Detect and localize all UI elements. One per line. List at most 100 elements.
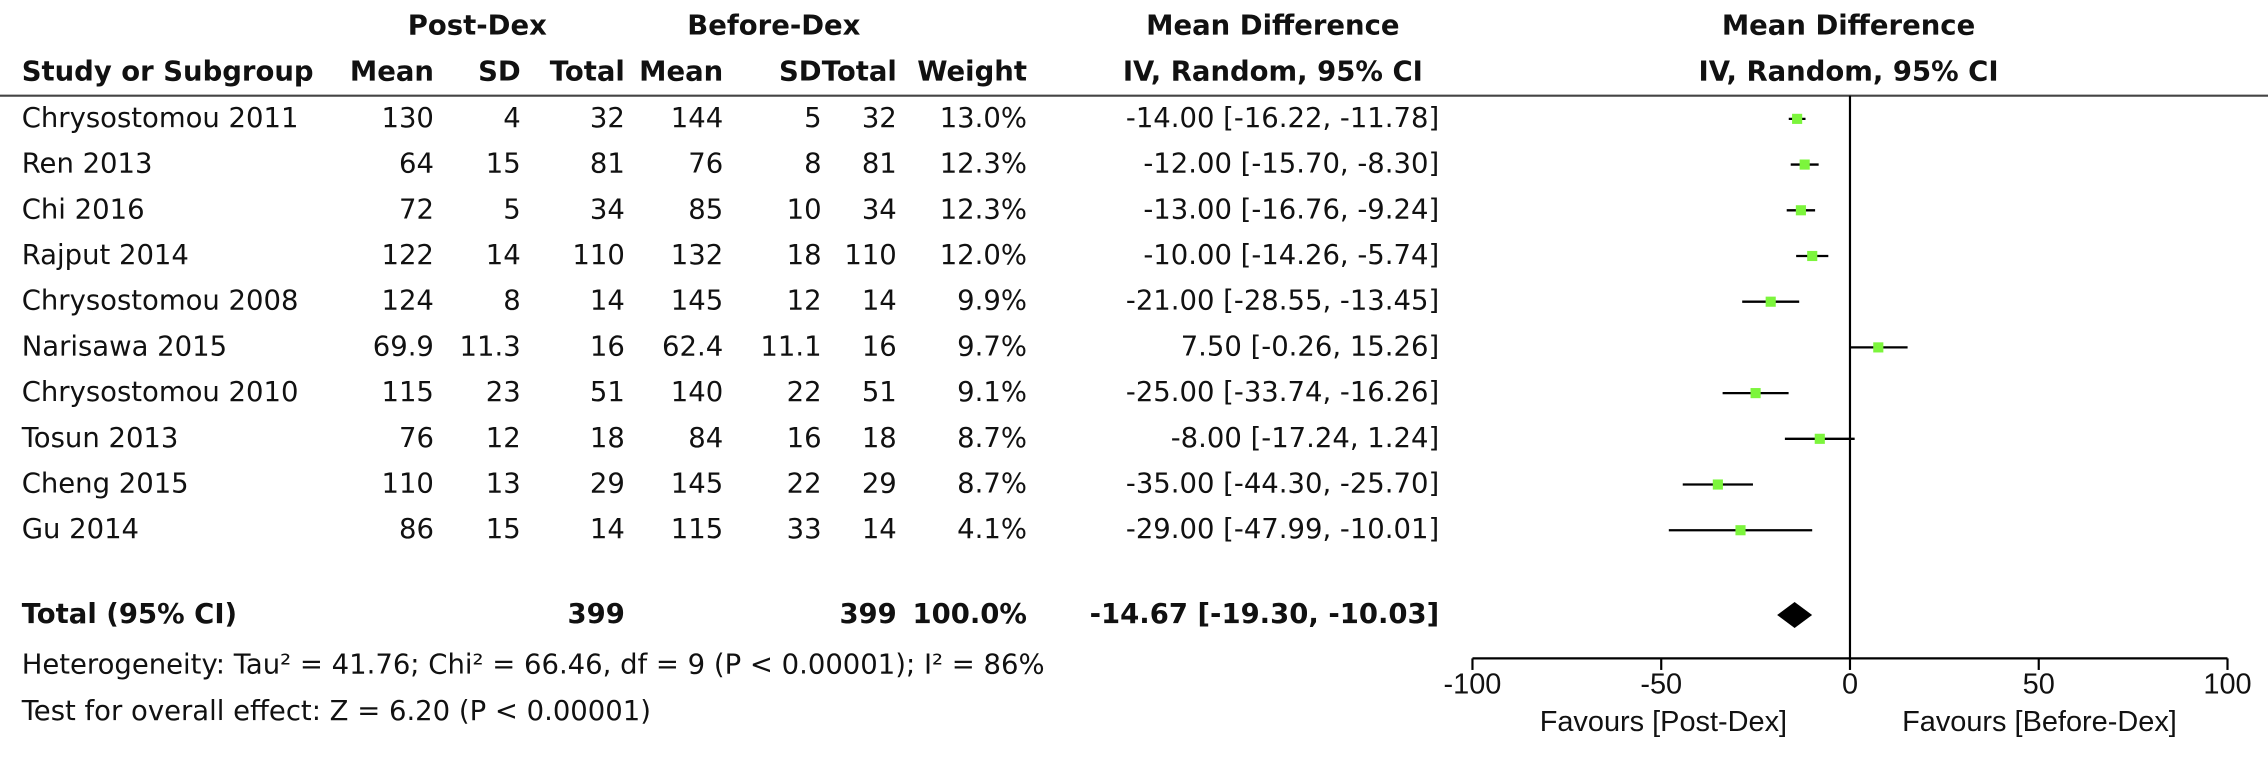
cell: 4.1%	[957, 513, 1027, 545]
x-tick-label: -50	[1640, 669, 1682, 701]
ci-label: -10.00 [-14.26, -5.74]	[1143, 239, 1439, 271]
cell: 12.0%	[940, 239, 1027, 271]
cell: 86	[399, 513, 434, 545]
cell: 22	[787, 468, 822, 500]
cell: 122	[381, 239, 433, 271]
study-name: Chrysostomou 2010	[22, 376, 299, 408]
cell: 22	[787, 376, 822, 408]
ci-label: -13.00 [-16.76, -9.24]	[1143, 193, 1439, 225]
cell: 11.3	[460, 330, 521, 362]
cell: 12	[486, 422, 521, 454]
point	[1814, 433, 1825, 444]
ci-label: -21.00 [-28.55, -13.45]	[1126, 285, 1439, 317]
overall-effect: Test for overall effect: Z = 6.20 (P < 0…	[21, 695, 651, 727]
cell: 51	[862, 376, 897, 408]
cell: 29	[862, 468, 897, 500]
study-name: Chi 2016	[22, 193, 145, 225]
study-name: Ren 2013	[22, 148, 153, 180]
cell: 13.0%	[940, 102, 1027, 134]
cell: 85	[688, 193, 723, 225]
cell: 8.7%	[957, 422, 1027, 454]
cell: 8	[503, 285, 520, 317]
cell: 23	[486, 376, 521, 408]
study-name: Tosun 2013	[21, 422, 179, 454]
total-name: Total (95% CI)	[22, 598, 237, 630]
cell: 15	[486, 148, 521, 180]
ci-label: -14.67 [-19.30, -10.03]	[1090, 598, 1440, 630]
cell: 16	[862, 330, 897, 362]
cell: 8.7%	[957, 468, 1027, 500]
cell: 51	[590, 376, 625, 408]
heterogeneity: Heterogeneity: Tau² = 41.76; Chi² = 66.4…	[22, 649, 1045, 681]
cell: 81	[862, 148, 897, 180]
cell: 76	[688, 148, 723, 180]
cell: 5	[804, 102, 821, 134]
ci-label: -14.00 [-16.22, -11.78]	[1126, 102, 1439, 134]
column-header: Weight	[917, 56, 1027, 88]
cell: 15	[486, 513, 521, 545]
group-header: Before-Dex	[687, 9, 860, 41]
point	[1750, 388, 1761, 399]
ci-label: -29.00 [-47.99, -10.01]	[1126, 513, 1439, 545]
cell: 11.1	[760, 330, 821, 362]
x-tick-label: 0	[1842, 669, 1858, 701]
cell: 115	[381, 376, 433, 408]
diamond	[1777, 601, 1813, 629]
cell: 4	[503, 102, 520, 134]
point	[1807, 250, 1818, 262]
column-header: Total	[550, 56, 625, 88]
point	[1712, 479, 1723, 490]
study-name: Chrysostomou 2011	[22, 102, 299, 134]
cell: 14	[590, 285, 625, 317]
ci-label: -8.00 [-17.24, 1.24]	[1171, 422, 1439, 454]
cell: 110	[572, 239, 624, 271]
cell: 72	[399, 193, 434, 225]
cell: 399	[568, 598, 625, 630]
cell: 32	[590, 102, 625, 134]
cell: 110	[381, 468, 433, 500]
point	[1799, 159, 1810, 170]
cell: 12.3%	[940, 148, 1027, 180]
cell: 34	[862, 193, 897, 225]
cell: 9.9%	[957, 285, 1027, 317]
ci-label: -12.00 [-15.70, -8.30]	[1143, 148, 1439, 180]
x-tick-label: 50	[2023, 669, 2055, 701]
point	[1873, 342, 1884, 353]
point	[1765, 296, 1776, 307]
cell: 12.3%	[940, 193, 1027, 225]
cell: 13	[486, 468, 521, 500]
cell: 14	[486, 239, 521, 271]
column-header: SD	[779, 56, 822, 88]
ci-label: -25.00 [-33.74, -16.26]	[1126, 376, 1439, 408]
cell: 110	[844, 239, 896, 271]
ci-header: Mean Difference	[1146, 9, 1399, 41]
plot-header: Mean Difference	[1722, 9, 1975, 41]
cell: 8	[804, 148, 821, 180]
cell: 9.7%	[957, 330, 1027, 362]
cell: 9.1%	[957, 376, 1027, 408]
cell: 5	[503, 193, 520, 225]
cell: 16	[590, 330, 625, 362]
x-tick-label: 100	[2203, 669, 2251, 701]
cell: 115	[671, 513, 723, 545]
cell: 18	[590, 422, 625, 454]
ci-label: 7.50 [-0.26, 15.26]	[1181, 330, 1440, 362]
column-header: SD	[478, 56, 521, 88]
cell: 100.0%	[913, 598, 1027, 630]
cell: 145	[671, 468, 723, 500]
point	[1735, 525, 1746, 536]
cell: 399	[839, 598, 896, 630]
point	[1795, 205, 1806, 216]
ci-label: -35.00 [-44.30, -25.70]	[1126, 468, 1439, 500]
x-tick-label: -100	[1444, 669, 1502, 701]
cell: 18	[787, 239, 822, 271]
cell: 62.4	[662, 330, 723, 362]
cell: 34	[590, 193, 625, 225]
cell: 144	[671, 102, 723, 134]
cell: 132	[671, 239, 723, 271]
cell: 16	[787, 422, 822, 454]
cell: 69.9	[373, 330, 434, 362]
cell: 14	[590, 513, 625, 545]
column-header: Mean	[639, 56, 723, 88]
